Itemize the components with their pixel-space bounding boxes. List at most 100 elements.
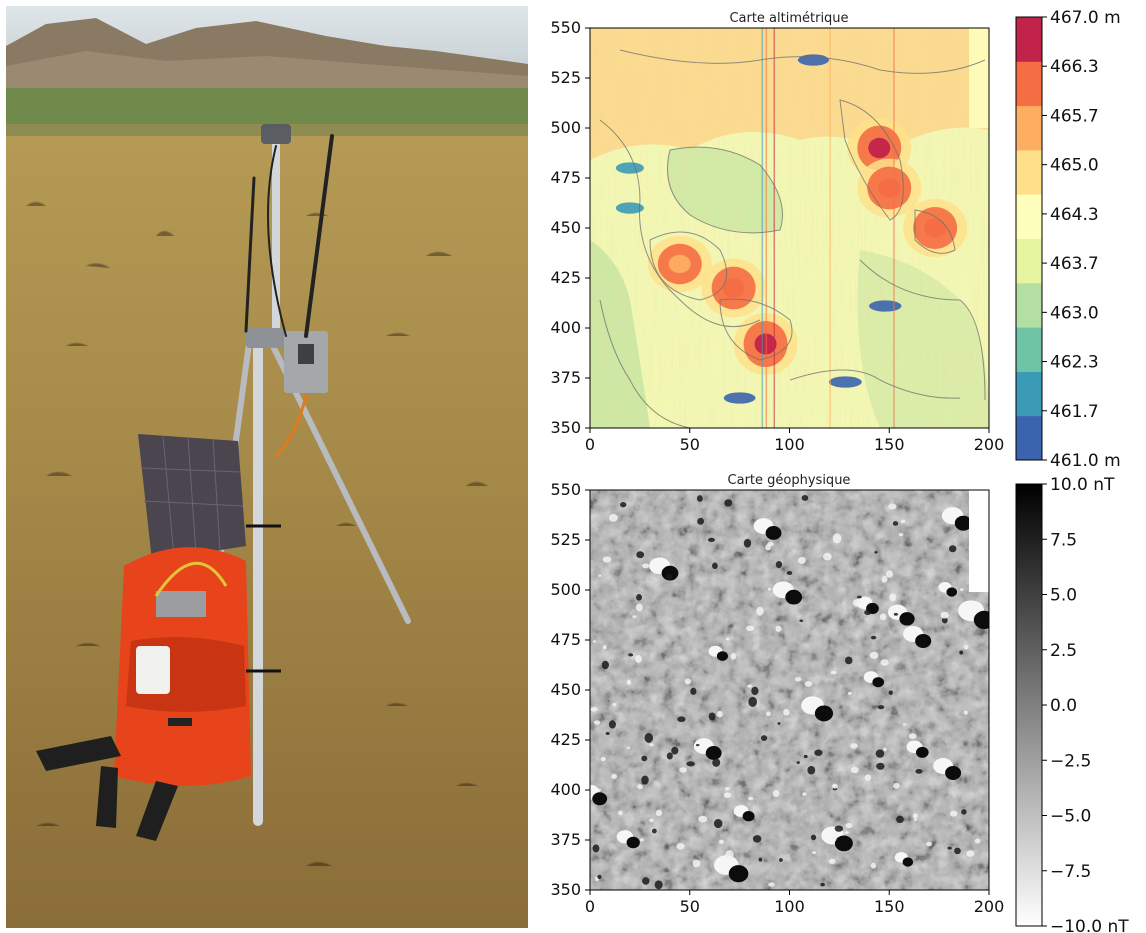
- anomaly-speck: [608, 720, 616, 729]
- anomaly-speck: [834, 825, 844, 832]
- colorbar-segment: [1016, 282, 1042, 328]
- anomaly-speck: [883, 747, 887, 752]
- anomaly-speck: [864, 609, 872, 616]
- anomaly-speck: [636, 551, 645, 559]
- anomaly-speck: [677, 716, 686, 723]
- anomaly-speck: [881, 575, 888, 583]
- y-tick-label: 500: [550, 580, 581, 599]
- geophysical-map: Carte géophysique 5505255004754504254003…: [550, 473, 1129, 933]
- geophysical-colorbar: 10.0 nT 7.5 5.0 2.5 0.0 −2.5 −5.0 −7.5 −10.0 nT: [1015, 475, 1129, 933]
- anomaly-speck: [679, 767, 687, 773]
- anomaly-speck: [611, 773, 618, 779]
- anomaly-speck: [612, 703, 617, 707]
- colorbar-tick-label: 463.0: [1050, 303, 1099, 323]
- anomaly-speck: [730, 653, 737, 660]
- anomaly-speck: [724, 499, 733, 507]
- stripe-artefact: [765, 28, 768, 428]
- anomaly-speck: [902, 723, 907, 726]
- colorbar-segment: [1016, 17, 1042, 62]
- anomaly-speck: [768, 882, 775, 887]
- anomaly-speck: [915, 769, 923, 774]
- anomaly-speck: [893, 612, 899, 616]
- anomaly-speck: [748, 696, 757, 707]
- elevation-low: [615, 202, 645, 214]
- solar-panel: [138, 434, 246, 561]
- anomaly-speck: [870, 862, 876, 869]
- anomaly-speck: [888, 503, 897, 510]
- anomaly-speck: [608, 514, 618, 522]
- anomaly-speck: [639, 838, 644, 842]
- anomaly-speck: [592, 640, 597, 643]
- anomaly-speck: [655, 809, 662, 817]
- y-tick-label: 425: [550, 730, 581, 749]
- anomaly-speck: [601, 660, 609, 670]
- anomaly-speck: [880, 659, 889, 666]
- colorbar-tick-label: 467.0 m: [1050, 8, 1121, 28]
- anomaly-speck: [777, 722, 781, 725]
- y-tick-label: 450: [550, 680, 581, 699]
- y-tick-label: 350: [550, 418, 581, 437]
- elevation-peak: [668, 254, 691, 274]
- anomaly-speck: [756, 606, 764, 616]
- stripe-artefact: [773, 28, 776, 428]
- anomaly-speck: [641, 775, 649, 785]
- anomaly-speck: [725, 637, 730, 641]
- colorbar-tick-label: −5.0: [1050, 807, 1091, 827]
- anomaly-speck: [752, 835, 762, 843]
- anomaly-speck: [760, 735, 768, 741]
- elevation-low: [723, 392, 756, 404]
- anomaly-speck: [959, 650, 964, 655]
- y-tick-label: 475: [550, 630, 581, 649]
- colorbar-gradient: [1016, 484, 1042, 926]
- altimetric-edge-zone: [969, 28, 989, 128]
- colorbar-tick-label: 7.5: [1050, 530, 1077, 550]
- geophysical-x-axis: 0 50 100 150 200: [585, 890, 1004, 916]
- anomaly-speck: [651, 828, 657, 834]
- anomaly-speck: [626, 679, 632, 685]
- anomaly-negative: [916, 746, 929, 758]
- elevation-peak: [722, 278, 745, 298]
- anomaly-speck: [649, 743, 654, 747]
- anomaly-speck: [912, 813, 918, 819]
- anomaly-speck: [799, 619, 804, 622]
- colorbar-segment: [1016, 194, 1042, 239]
- anomaly-speck: [850, 743, 858, 749]
- anomaly-speck: [766, 711, 771, 717]
- anomaly-speck: [644, 732, 654, 743]
- anomaly-negative: [834, 835, 853, 852]
- colorbar-segment: [1016, 238, 1042, 284]
- x-tick-label: 50: [680, 897, 700, 916]
- anomaly-negative: [785, 589, 803, 605]
- anomaly-speck: [686, 761, 695, 767]
- anomaly-speck: [966, 850, 975, 857]
- anomaly-speck: [796, 761, 800, 764]
- colorbar-tick-label: 465.7: [1050, 106, 1099, 126]
- colorbar-tick-label: 10.0 nT: [1050, 475, 1115, 495]
- anomaly-speck: [850, 766, 859, 774]
- colorbar-tick-label: 462.3: [1050, 353, 1099, 373]
- anomaly-speck: [831, 836, 837, 842]
- geophysical-nodata-strip: [969, 490, 989, 592]
- anomaly-speck: [628, 653, 634, 657]
- anomaly-negative: [814, 705, 834, 722]
- altimetric-y-axis: 550 525 500 475 450 425 400 375 350: [550, 18, 590, 437]
- anomaly-speck: [712, 562, 718, 570]
- anomaly-speck: [676, 842, 685, 850]
- anomaly-speck: [807, 765, 816, 775]
- anomaly-speck: [636, 593, 643, 601]
- field-photo: [6, 6, 528, 928]
- anomaly-speck: [743, 538, 752, 548]
- geophysical-y-axis: 550 525 500 475 450 425 400 375 350: [550, 480, 590, 899]
- elevation-low: [828, 376, 862, 388]
- anomaly-speck: [892, 521, 899, 526]
- anomaly-speck: [725, 849, 734, 860]
- anomaly-negative: [945, 766, 962, 780]
- stripe-artefact: [893, 28, 895, 428]
- colorbar-segment: [1016, 149, 1042, 195]
- anomaly-speck: [832, 828, 836, 832]
- x-tick-label: 150: [874, 897, 905, 916]
- anomaly-speck: [828, 858, 836, 864]
- anomaly-speck: [649, 818, 654, 823]
- anomaly-negative: [915, 633, 932, 649]
- stripe-artefact: [761, 28, 764, 428]
